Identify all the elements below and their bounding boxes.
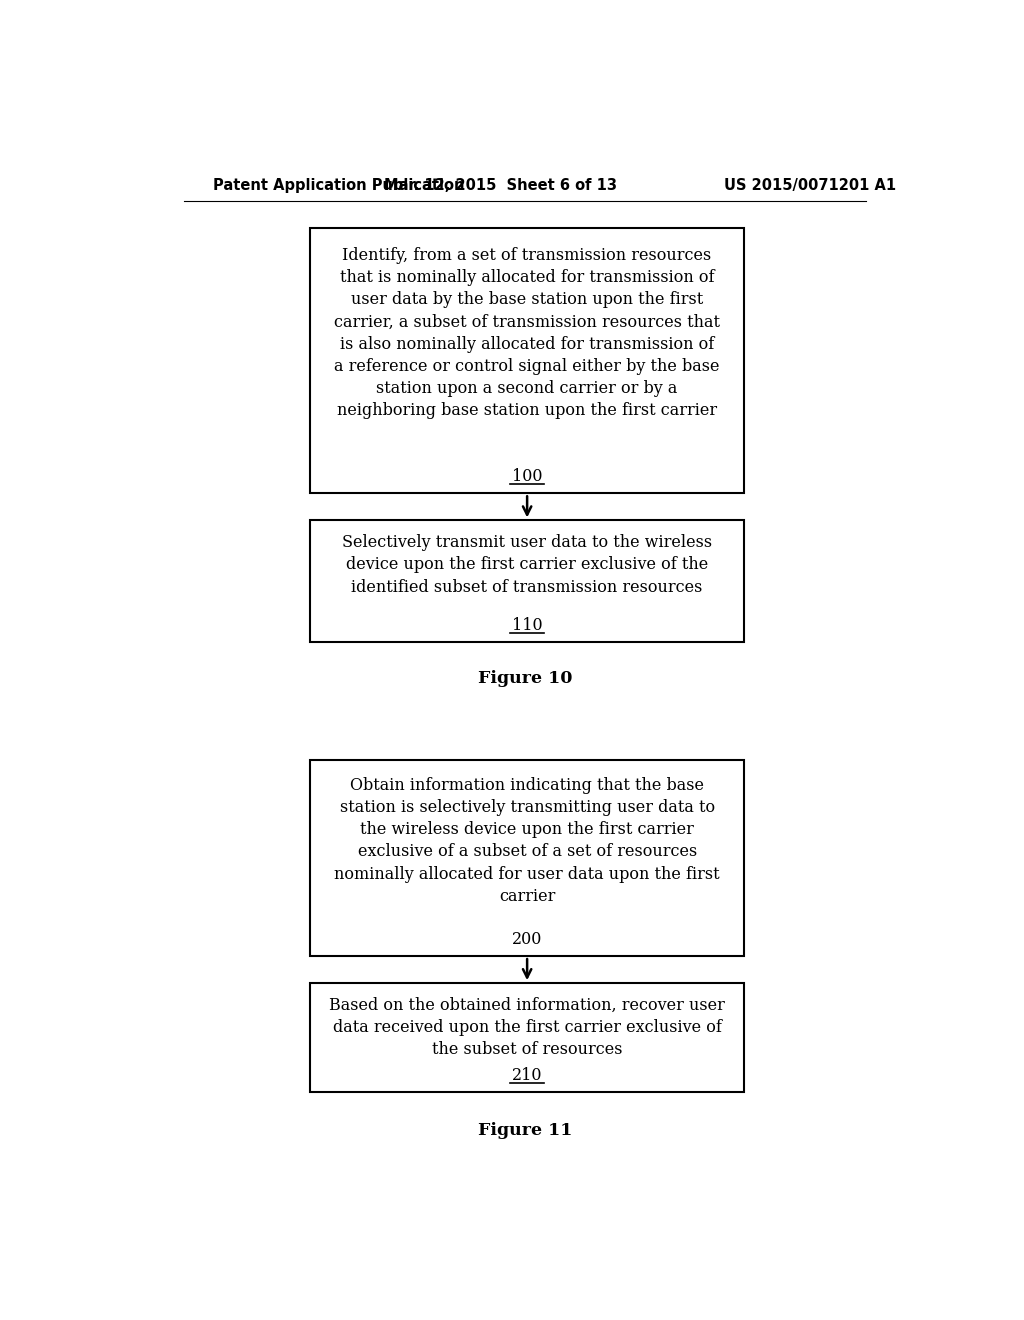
Text: US 2015/0071201 A1: US 2015/0071201 A1 bbox=[724, 178, 896, 193]
Text: Patent Application Publication: Patent Application Publication bbox=[213, 178, 465, 193]
Text: 100: 100 bbox=[512, 467, 543, 484]
FancyBboxPatch shape bbox=[310, 983, 744, 1093]
Text: 210: 210 bbox=[512, 1067, 543, 1084]
Text: Mar. 12, 2015  Sheet 6 of 13: Mar. 12, 2015 Sheet 6 of 13 bbox=[384, 178, 616, 193]
FancyBboxPatch shape bbox=[310, 760, 744, 956]
Text: Figure 10: Figure 10 bbox=[477, 671, 572, 688]
Text: Figure 11: Figure 11 bbox=[477, 1122, 572, 1139]
FancyBboxPatch shape bbox=[310, 227, 744, 494]
Text: Obtain information indicating that the base
station is selectively transmitting : Obtain information indicating that the b… bbox=[334, 776, 720, 904]
Text: Selectively transmit user data to the wireless
device upon the first carrier exc: Selectively transmit user data to the wi… bbox=[342, 535, 712, 595]
Text: 110: 110 bbox=[512, 616, 543, 634]
Text: Identify, from a set of transmission resources
that is nominally allocated for t: Identify, from a set of transmission res… bbox=[334, 247, 720, 420]
Text: 200: 200 bbox=[512, 931, 543, 948]
Text: Based on the obtained information, recover user
data received upon the first car: Based on the obtained information, recov… bbox=[329, 997, 725, 1059]
FancyBboxPatch shape bbox=[310, 520, 744, 642]
